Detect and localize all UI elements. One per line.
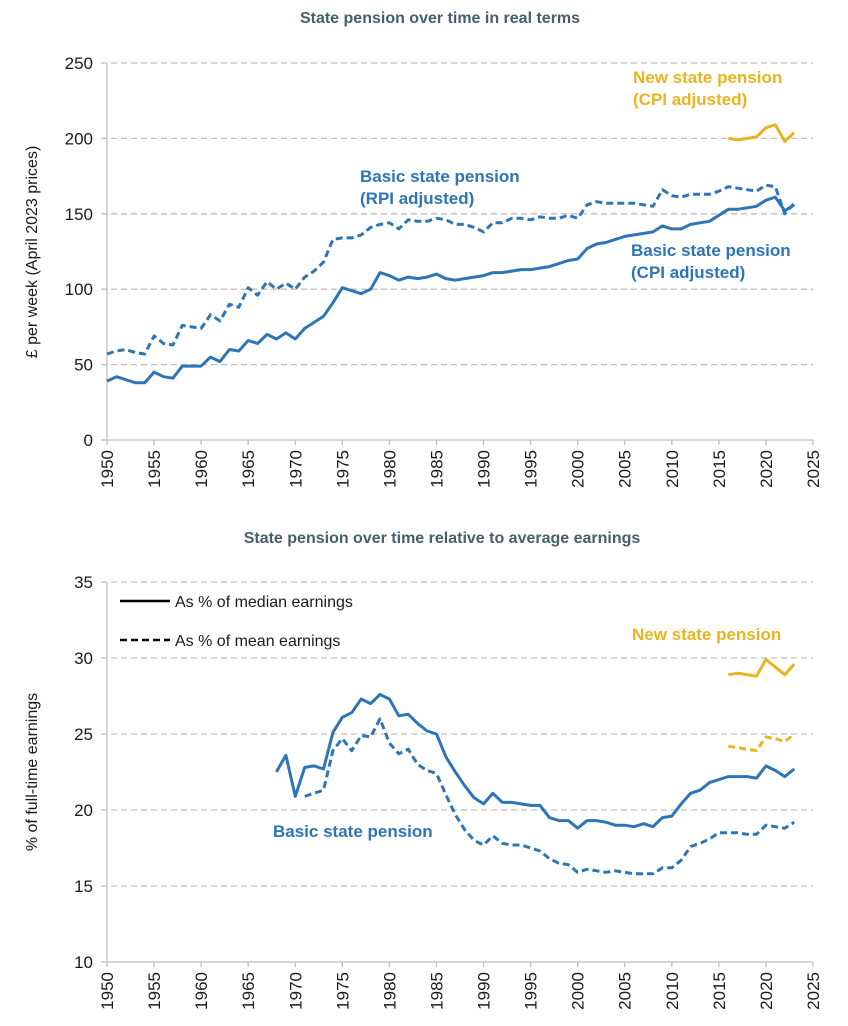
bottom-series-line-0 (275, 693, 796, 830)
annotation-bsp-rpi-line2: (RPI adjusted) (360, 189, 474, 208)
top-x-tick-label: 1975 (333, 450, 352, 488)
bottom-x-tick-label: 1990 (475, 972, 494, 1010)
top-x-tick-label: 1995 (522, 450, 541, 488)
bottom-series-line-3 (728, 732, 796, 753)
top-y-tick-label: 100 (65, 280, 93, 299)
top-x-tick-label: 2020 (757, 450, 776, 488)
bottom-chart-title: State pension over time relative to aver… (244, 530, 641, 547)
bottom-x-tick-label: 1950 (98, 972, 117, 1010)
bottom-x-tick-label: 1995 (522, 972, 541, 1010)
top-x-tick-label: 1985 (427, 450, 446, 488)
top-x-tick-label: 1990 (475, 450, 494, 488)
top-y-tick-label: 0 (84, 431, 93, 450)
top-x-tick-label: 2000 (569, 450, 588, 488)
top-x-tick-label: 2025 (804, 450, 823, 488)
bottom-x-tick-label: 1955 (145, 972, 164, 1010)
annotation-new-state-pension: New state pension (632, 625, 781, 644)
bottom-x-tick-label: 2000 (569, 972, 588, 1010)
bottom-x-tick-label: 1965 (239, 972, 258, 1010)
bottom-y-tick-label: 10 (74, 953, 93, 972)
bottom-chart: State pension over time relative to aver… (24, 530, 823, 1010)
top-series-line-1 (106, 195, 796, 385)
top-y-axis-label: £ per week (April 2023 prices) (24, 146, 41, 359)
top-x-tick-label: 1960 (192, 450, 211, 488)
bottom-y-tick-label: 25 (74, 725, 93, 744)
top-x-tick-label: 1970 (286, 450, 305, 488)
bottom-x-tick-label: 1980 (380, 972, 399, 1010)
top-y-tick-label: 150 (65, 205, 93, 224)
bottom-x-tick-label: 1960 (192, 972, 211, 1010)
bottom-x-tick-label: 2010 (663, 972, 682, 1010)
top-y-tick-label: 200 (65, 129, 93, 148)
top-x-tick-label: 2015 (710, 450, 729, 488)
bottom-y-tick-label: 35 (74, 573, 93, 592)
top-series-line-0 (106, 183, 796, 356)
top-y-tick-labels: 0 50 100 150 200 250 (65, 54, 93, 450)
top-chart-title: State pension over time in real terms (300, 10, 580, 27)
bottom-y-axis-label: % of full-time earnings (24, 693, 41, 851)
bottom-y-tick-label: 20 (74, 801, 93, 820)
top-x-tick-labels: 1950 1955 1960 1965 1970 1975 1980 1985 1990 1995… (98, 450, 823, 488)
bottom-x-tick-label: 2020 (757, 972, 776, 1010)
top-x-tick-label: 1955 (145, 450, 164, 488)
bottom-series-line-2 (728, 658, 796, 678)
top-x-tick-label: 2005 (616, 450, 635, 488)
top-series (106, 123, 796, 385)
top-x-tick-label: 2010 (663, 450, 682, 488)
top-series-line-2 (728, 123, 796, 143)
bottom-y-tick-label: 15 (74, 877, 93, 896)
annotation-bsp-rpi-line1: Basic state pension (360, 167, 520, 186)
annotation-bsp-cpi-line1: Basic state pension (631, 241, 791, 260)
annotation-nsp-cpi-line2: (CPI adjusted) (633, 90, 747, 109)
top-x-tick-label: 1980 (380, 450, 399, 488)
top-x-tick-label: 1965 (239, 450, 258, 488)
annotation-basic-state-pension: Basic state pension (273, 822, 433, 841)
bottom-x-tick-label: 1985 (427, 972, 446, 1010)
bottom-x-tick-label: 2005 (616, 972, 635, 1010)
top-y-tick-label: 50 (74, 356, 93, 375)
bottom-series-line-1 (304, 717, 796, 876)
bottom-series (275, 658, 796, 876)
bottom-gridlines (101, 581, 814, 967)
annotation-nsp-cpi-line1: New state pension (633, 68, 782, 87)
bottom-y-tick-labels: 10 15 20 25 30 35 (74, 573, 93, 972)
legend: As % of median earnings As % of mean ear… (120, 594, 353, 650)
top-x-tick-label: 1950 (98, 450, 117, 488)
top-chart: State pension over time in real terms 0 5… (24, 10, 823, 488)
legend-median-label: As % of median earnings (175, 594, 353, 611)
top-y-tick-label: 250 (65, 54, 93, 73)
annotation-bsp-cpi-line2: (CPI adjusted) (631, 263, 745, 282)
bottom-y-tick-label: 30 (74, 649, 93, 668)
bottom-x-tick-label: 1970 (286, 972, 305, 1010)
bottom-x-tick-labels: 1950 1955 1960 1965 1970 1975 1980 1985 1990 1995… (98, 972, 823, 1010)
legend-mean-label: As % of mean earnings (175, 633, 340, 650)
bottom-x-tick-label: 1975 (333, 972, 352, 1010)
bottom-x-tick-label: 2015 (710, 972, 729, 1010)
top-gridlines (101, 62, 814, 445)
bottom-x-tick-label: 2025 (804, 972, 823, 1010)
